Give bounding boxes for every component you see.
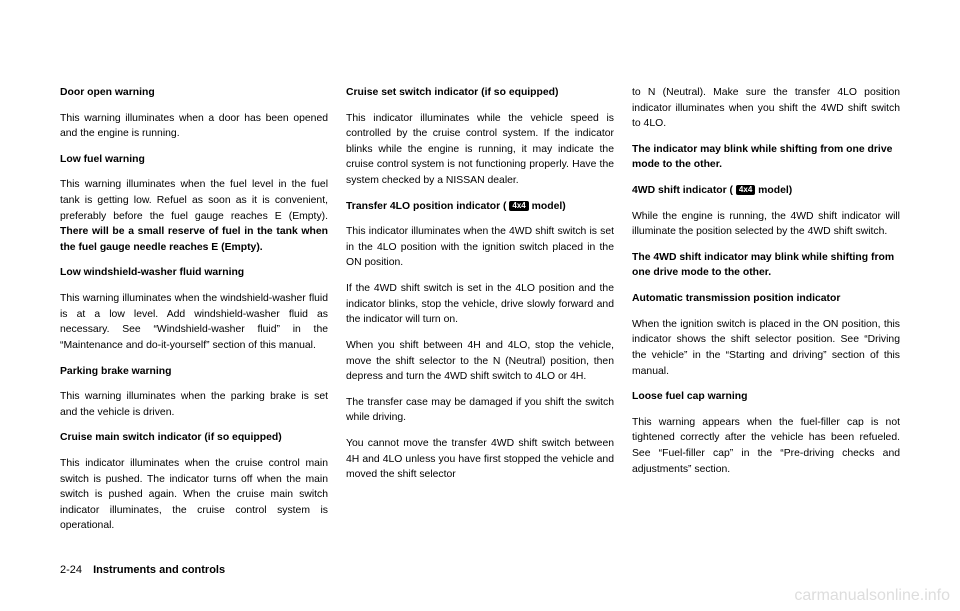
text-transfer-4: The transfer case may be damaged if you …: [346, 395, 614, 426]
heading-4wd-shift: 4WD shift indicator ( 4x4 model): [632, 183, 900, 199]
text-parking-brake: This warning illuminates when the parkin…: [60, 389, 328, 420]
page-content: Door open warning This warning illuminat…: [0, 0, 960, 560]
text-washer-fluid: This warning illuminates when the windsh…: [60, 291, 328, 353]
text-door-open: This warning illuminates when a door has…: [60, 111, 328, 142]
text-low-fuel: This warning illuminates when the fuel l…: [60, 177, 328, 255]
heading-transfer-4lo: Transfer 4LO position indicator ( 4x4 mo…: [346, 199, 614, 215]
page-number: 2-24: [60, 564, 82, 576]
heading-loose-cap: Loose fuel cap warning: [632, 389, 900, 405]
heading-cruise-set: Cruise set switch indicator (if so equip…: [346, 85, 614, 101]
heading-auto-trans: Automatic transmission position indicato…: [632, 291, 900, 307]
heading-washer-fluid: Low windshield-washer fluid warning: [60, 265, 328, 281]
text-blink-note: The indicator may blink while shifting f…: [632, 142, 900, 173]
column-2: Cruise set switch indicator (if so equip…: [346, 85, 614, 530]
column-3: to N (Neutral). Make sure the transfer 4…: [632, 85, 900, 530]
4x4-icon: 4x4: [736, 185, 755, 195]
text-4wd-shift-1: While the engine is running, the 4WD shi…: [632, 209, 900, 240]
section-title: Instruments and controls: [93, 564, 225, 576]
text-cruise-main: This indicator illuminates when the crui…: [60, 456, 328, 534]
text-neutral: to N (Neutral). Make sure the transfer 4…: [632, 85, 900, 132]
text-transfer-2: If the 4WD shift switch is set in the 4L…: [346, 281, 614, 328]
page-footer: 2-24 Instruments and controls: [60, 564, 225, 576]
text-transfer-3: When you shift between 4H and 4LO, stop …: [346, 338, 614, 385]
text-transfer-1: This indicator illuminates when the 4WD …: [346, 224, 614, 271]
heading-parking-brake: Parking brake warning: [60, 364, 328, 380]
text-loose-cap: This warning appears when the fuel-fille…: [632, 415, 900, 477]
text-transfer-5: You cannot move the transfer 4WD shift s…: [346, 436, 614, 483]
text-4wd-shift-2: The 4WD shift indicator may blink while …: [632, 250, 900, 281]
heading-cruise-main: Cruise main switch indicator (if so equi…: [60, 430, 328, 446]
4x4-icon: 4x4: [509, 201, 528, 211]
heading-low-fuel: Low fuel warning: [60, 152, 328, 168]
text-cruise-set: This indicator illuminates while the veh…: [346, 111, 614, 189]
heading-door-open: Door open warning: [60, 85, 328, 101]
column-1: Door open warning This warning illuminat…: [60, 85, 328, 530]
watermark: carmanualsonline.info: [794, 587, 950, 605]
text-auto-trans: When the ignition switch is placed in th…: [632, 317, 900, 379]
